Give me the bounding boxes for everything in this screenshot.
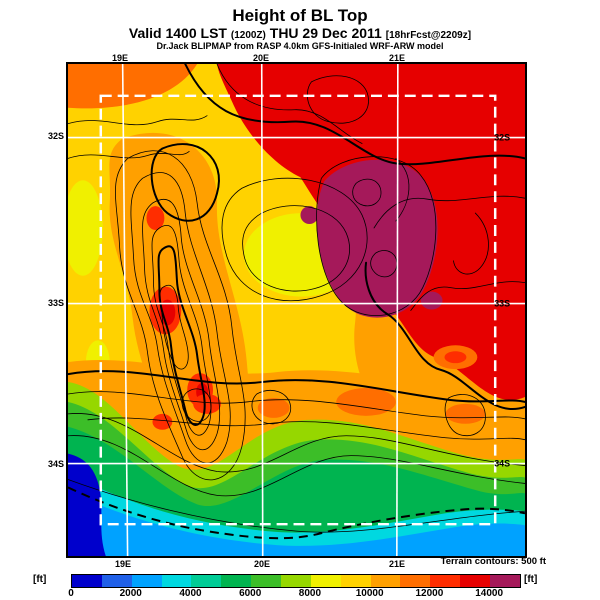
gridline-21e <box>396 64 399 556</box>
colorbar-tick-label: 2000 <box>119 588 142 599</box>
colorbar-segment <box>490 575 520 587</box>
colorbar-tick-label: 0 <box>68 588 74 599</box>
colorbar-unit-right: [ft] <box>524 574 538 585</box>
valid-time-date: THU 29 Dec 2011 <box>269 25 382 41</box>
colorbar-tick-label: 4000 <box>179 588 202 599</box>
lon-label-top-20e: 20E <box>252 53 270 63</box>
lon-label-bottom-21e: 21E <box>388 559 406 569</box>
colorbar-segment <box>310 575 341 587</box>
lon-label-bottom-20e: 20E <box>253 559 271 569</box>
colorbar-segment <box>460 575 491 587</box>
lon-label-top-19e: 19E <box>111 53 129 63</box>
colorbar-segment <box>101 575 132 587</box>
colorbar-tick-label: 12000 <box>415 588 444 599</box>
gridline-20e <box>260 64 264 556</box>
colorbar-tick-label: 6000 <box>239 588 262 599</box>
valid-time-prefix: Valid 1400 LST <box>128 25 227 41</box>
colorbar-segment <box>221 575 252 587</box>
colorbar-segment <box>281 575 311 587</box>
colorbar-segment <box>400 575 431 587</box>
lat-label-left-33s: 33S <box>47 298 64 308</box>
lat-label-left-34s: 34S <box>47 459 64 469</box>
colorbar-tick-label: 10000 <box>355 588 384 599</box>
colorbar-tick-label: 8000 <box>298 588 322 599</box>
lat-label-right-34s: 34S <box>494 459 510 469</box>
contour-field: 32S 33S 34S <box>68 64 525 556</box>
colorbar-segment <box>340 575 371 587</box>
forecast-tag: [18hrFcst@2209z] <box>385 30 472 41</box>
colorbar-tick-labels: 0 2000 4000 6000 8000 10000 12000 14000 <box>68 588 519 600</box>
lat-label-right-33s: 33S <box>494 299 510 309</box>
colorbar-segment <box>430 575 461 587</box>
colorbar-segment <box>370 575 401 587</box>
colorbar-tick-label: 14000 <box>475 588 504 599</box>
page-title: Height of BL Top <box>232 6 368 25</box>
colorbar-unit-left: [ft] <box>33 574 47 585</box>
valid-time-zulu: (1200Z) <box>230 30 266 41</box>
domain-boundary-box <box>99 94 497 526</box>
lat-label-right-32s: 32S <box>494 133 510 143</box>
colorbar-segment <box>191 575 222 587</box>
colorbar-segment <box>161 575 192 587</box>
lon-label-bottom-19e: 19E <box>114 559 132 569</box>
colorbar-segment <box>72 575 102 587</box>
coastline-contour <box>68 486 525 540</box>
terrain-contour-note: Terrain contours: 500 ft <box>440 556 546 567</box>
model-attribution: Dr.Jack BLIPMAP from RASP 4.0km GFS-Init… <box>156 41 444 51</box>
forecast-map: 32S 33S 34S <box>66 62 527 558</box>
gridline-19e <box>121 64 129 556</box>
lon-label-top-21e: 21E <box>388 53 406 63</box>
valid-time-line: Valid 1400 LST (1200Z) THU 29 Dec 2011 [… <box>0 25 600 41</box>
lat-label-left-32s: 32S <box>47 131 64 141</box>
colorbar-segments <box>71 574 521 588</box>
colorbar-segment <box>251 575 282 587</box>
colorbar-segment <box>131 575 162 587</box>
